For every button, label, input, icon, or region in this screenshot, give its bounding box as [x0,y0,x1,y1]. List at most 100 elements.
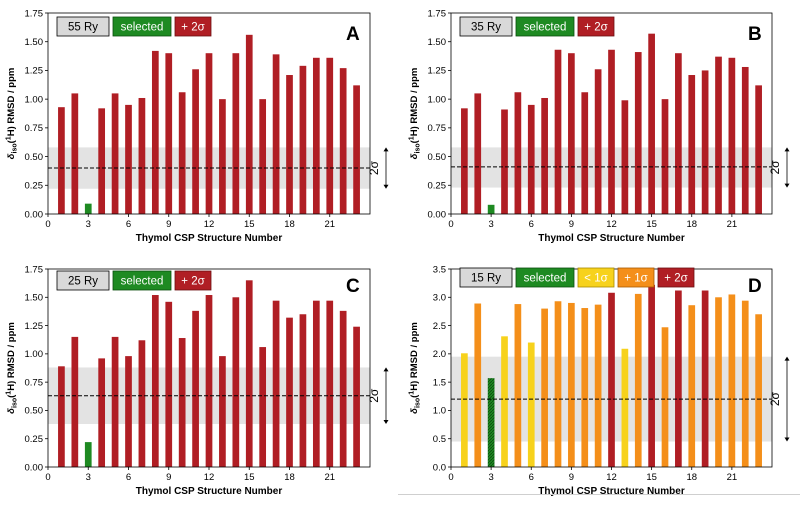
y-axis-title: δiso(1H) RMSD / ppm [6,322,19,414]
sigma-bracket-label: 2σ [768,160,782,175]
legend-box [459,16,513,37]
selected-bar [84,203,92,214]
y-title-rest: ) RMSD / ppm [409,68,420,130]
sigma-arrow-top [383,367,389,372]
y-tick-label: 1.50 [25,37,44,48]
y-title-sym: H [6,129,17,136]
y-axis-title: δiso(1H) RMSD / ppm [6,68,19,160]
legend-label: 55 Ry [68,22,98,34]
y-tick-label: 1.50 [428,37,447,48]
x-tick-label: 18 [686,472,697,483]
bar-structure-7 [138,340,146,467]
bar-structure-7 [541,97,548,214]
bar-structure-16 [259,347,267,467]
bar-structure-11 [594,304,602,467]
y-title-iso: iso [12,143,19,153]
bar-structure-20 [312,300,320,467]
bar-structure-18 [286,75,293,215]
bar-structure-15 [648,33,655,214]
y-tick-label: 0.00 [428,209,447,220]
y-tick-label: 0.50 [25,152,44,163]
y-title-delta: δ [6,153,17,159]
chart-panel-a: 0.000.250.500.751.001.251.501.750 3 6 9 12 15… [6,8,389,244]
bar-structure-11 [192,310,199,467]
bar-structure-11 [192,69,199,214]
bar-structure-21 [728,57,736,214]
bar-structure-8 [554,49,562,214]
sigma-arrow-bottom [383,184,389,189]
x-tick-label: 9 [569,472,574,483]
bar-structure-14 [634,52,642,214]
x-tick-label: 3 [86,219,91,230]
y-tick-label: 0.50 [428,152,447,163]
bar-structure-1 [461,108,468,214]
y-tick-label: 0.5 [433,434,446,445]
sigma-arrow-bottom [784,437,790,442]
sigma-arrow-top [383,147,389,152]
bar-structure-2 [474,303,482,467]
y-title-paren-open: ( [409,394,420,398]
bar-structure-19 [299,314,307,467]
bar-structure-20 [312,57,320,214]
bar-structure-16 [661,327,669,467]
bar-structure-17 [272,300,280,467]
bar-structure-6 [527,104,535,214]
y-tick-label: 1.25 [25,66,44,77]
bar-structure-14 [232,53,240,215]
bar-structure-4 [501,109,508,214]
bar-structure-16 [661,99,669,214]
x-tick-label: 21 [727,219,738,230]
y-title-sym: H [409,129,420,136]
bar-structure-23 [353,85,360,214]
panel-divider-line [398,494,800,495]
panel-letter: B [748,24,762,45]
legend-label: + 2σ [181,276,204,288]
legend-box [577,16,615,37]
bar-structure-6 [125,104,132,214]
bar-structure-17 [272,54,280,214]
x-tick-label: 12 [606,219,617,230]
x-tick-label: 3 [488,219,493,230]
legend-label: 35 Ry [471,22,501,34]
y-tick-label: 3.5 [433,264,446,275]
bar-structure-18 [688,75,696,215]
legend-label: + 2σ [584,22,607,34]
bar-structure-15 [245,280,253,467]
sigma-arrow-bottom [383,420,389,425]
bar-structure-10 [581,308,589,467]
bar-structure-16 [259,99,267,214]
legend-label: selected [121,276,164,288]
legend-box [459,267,513,288]
y-title-paren-open: ( [6,394,17,398]
bar-structure-22 [741,300,749,467]
panel-letter: A [346,24,360,45]
bar-structure-22 [339,310,347,467]
bar-structure-5 [111,336,119,467]
y-tick-label: 0.25 [25,181,44,192]
chart-panel-d: 0.0 0.5 1.0 1.5 2.0 2.5 3.0 3.5 0 3 6 9 12 15 18 21 Thym… [409,264,790,497]
x-tick-label: 18 [686,219,697,230]
legend-box [657,267,695,288]
chart-panel-b: 0.00 0.25 0.50 0.75 1.00 1.25 1.50 1.75 0 3 6 9 12 15… [409,8,790,244]
bar-structure-12 [205,295,213,467]
y-tick-label: 1.25 [25,321,44,332]
legend-box [112,16,172,37]
x-tick-label: 0 [448,219,453,230]
bar-structure-2 [71,93,79,214]
bar-structure-13 [219,99,226,214]
selected-bar [84,442,92,467]
y-tick-label: 0.00 [25,462,44,473]
legend-box [56,16,110,37]
y-title-sym: H [6,384,17,391]
x-tick-label: 0 [45,219,50,230]
x-tick-label: 18 [284,472,295,483]
y-tick-label: 1.0 [433,406,446,417]
y-tick-label: 1.25 [428,66,447,77]
legend-box [617,267,655,288]
x-tick-label: 15 [646,472,657,483]
bar-structure-13 [621,100,629,214]
bar-structure-4 [501,336,508,467]
bar-structure-20 [715,297,722,467]
bar-structure-13 [621,348,629,467]
